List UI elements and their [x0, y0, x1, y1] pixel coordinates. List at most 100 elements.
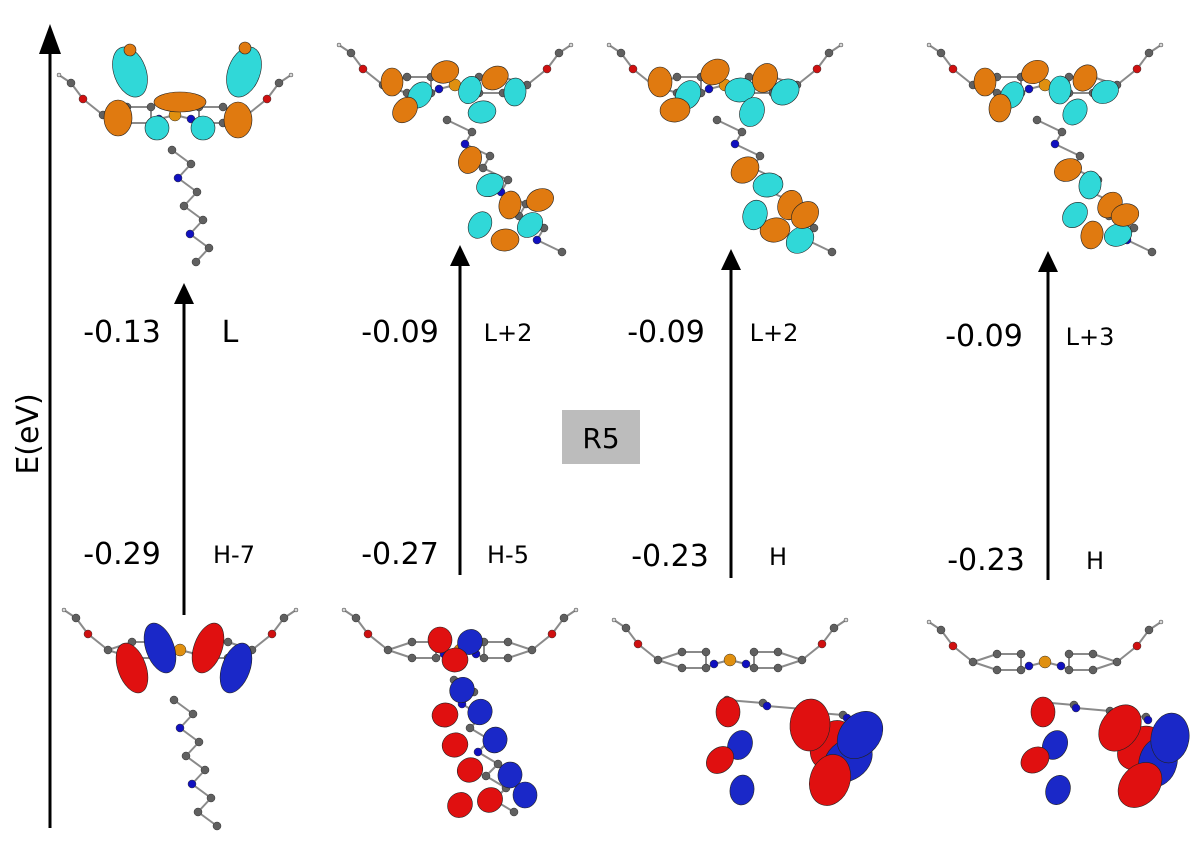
axis-arrowhead — [39, 24, 61, 54]
atom — [363, 629, 373, 639]
atom — [557, 247, 567, 257]
bond — [526, 68, 548, 86]
atom — [568, 42, 574, 48]
atom — [262, 94, 272, 104]
atom — [1032, 115, 1042, 125]
reference-badge: R5 — [562, 410, 640, 464]
atom — [467, 127, 477, 137]
orbital-lobe — [715, 696, 741, 728]
transition-4: -0.09 L+3 -0.23 H — [945, 251, 1114, 580]
bond — [801, 643, 823, 661]
orbital-lobe — [477, 787, 503, 813]
atom — [936, 625, 946, 635]
orbital-lobe — [1045, 775, 1071, 805]
lower-orbital: H — [1086, 547, 1104, 575]
atom — [293, 607, 299, 613]
orbital-lobe — [1072, 64, 1098, 92]
homo-molecule-2 — [341, 607, 579, 818]
atom — [527, 645, 537, 655]
atom — [838, 42, 844, 48]
orbital-lobe — [1091, 80, 1119, 104]
atom — [485, 151, 495, 161]
atom — [633, 639, 643, 649]
atom — [1158, 42, 1164, 48]
atom — [407, 637, 417, 647]
atom — [628, 64, 638, 74]
atom — [1088, 649, 1098, 659]
transition-1: -0.13 L -0.29 H-7 — [83, 283, 255, 615]
homo-molecule-1 — [61, 607, 299, 831]
upper-orbital: L+2 — [484, 319, 533, 347]
orbital-lobe — [482, 726, 508, 754]
atom — [193, 807, 203, 817]
orbital-lobe — [123, 43, 137, 57]
atom — [200, 765, 210, 775]
atom — [181, 751, 191, 761]
orbital-lobe — [517, 212, 543, 238]
atom — [434, 84, 444, 94]
atom — [843, 617, 849, 623]
axis-label: E(eV) — [11, 393, 46, 474]
atom — [1056, 661, 1066, 671]
atom — [1064, 649, 1074, 659]
atom — [762, 701, 772, 711]
atom — [1132, 64, 1142, 74]
atom — [1024, 84, 1034, 94]
atom — [677, 663, 687, 673]
atom — [187, 779, 197, 789]
atom — [1024, 661, 1034, 671]
orbital-lobe — [1080, 220, 1104, 250]
atom — [755, 151, 765, 161]
orbital-lobe — [458, 76, 482, 104]
atom — [351, 613, 361, 623]
atom — [1132, 641, 1142, 651]
orbital-lobe — [647, 66, 673, 98]
orbital-lobe — [1062, 202, 1088, 228]
orbital-lobe — [752, 172, 784, 198]
atom — [1144, 48, 1154, 58]
atom — [83, 629, 93, 639]
atom — [218, 102, 228, 112]
atom — [167, 145, 177, 155]
transition-arrowhead — [721, 249, 741, 270]
badge-box — [562, 410, 640, 464]
orbital-lobe — [392, 96, 418, 124]
atom — [460, 139, 470, 149]
atom — [672, 72, 682, 82]
bond — [82, 98, 104, 116]
orbital-lobe — [526, 188, 554, 212]
orbital-lobe — [430, 60, 460, 84]
atom — [1075, 151, 1085, 161]
bond — [952, 645, 974, 663]
atom — [383, 645, 393, 655]
atom — [346, 48, 356, 58]
homo-molecule-3 — [611, 617, 884, 806]
atom — [431, 653, 441, 663]
atom — [206, 793, 216, 803]
atom — [479, 653, 489, 663]
bond — [1116, 645, 1138, 663]
orbital-lobe — [190, 115, 216, 141]
atom — [503, 653, 513, 663]
atom — [493, 759, 503, 769]
orbital-lobe — [449, 676, 475, 704]
bond — [531, 633, 553, 651]
upper-energy: -0.09 — [627, 315, 705, 350]
atom — [829, 623, 839, 633]
upper-energy: -0.09 — [945, 319, 1023, 354]
molecule-orbitals — [56, 41, 1190, 831]
atom — [573, 607, 579, 613]
orbital-lobe — [1054, 158, 1082, 182]
orbital-lobe — [1078, 170, 1102, 200]
transition-arrowhead — [1038, 251, 1058, 272]
transition-arrowhead — [174, 283, 194, 304]
bond — [251, 633, 273, 651]
upper-orbital: L+3 — [1066, 323, 1115, 351]
homo-molecule-4 — [926, 619, 1190, 808]
atom — [146, 102, 156, 112]
atom — [709, 659, 719, 669]
atom — [1057, 127, 1067, 137]
energy-axis: E(eV) — [11, 24, 61, 828]
atom — [407, 653, 417, 663]
